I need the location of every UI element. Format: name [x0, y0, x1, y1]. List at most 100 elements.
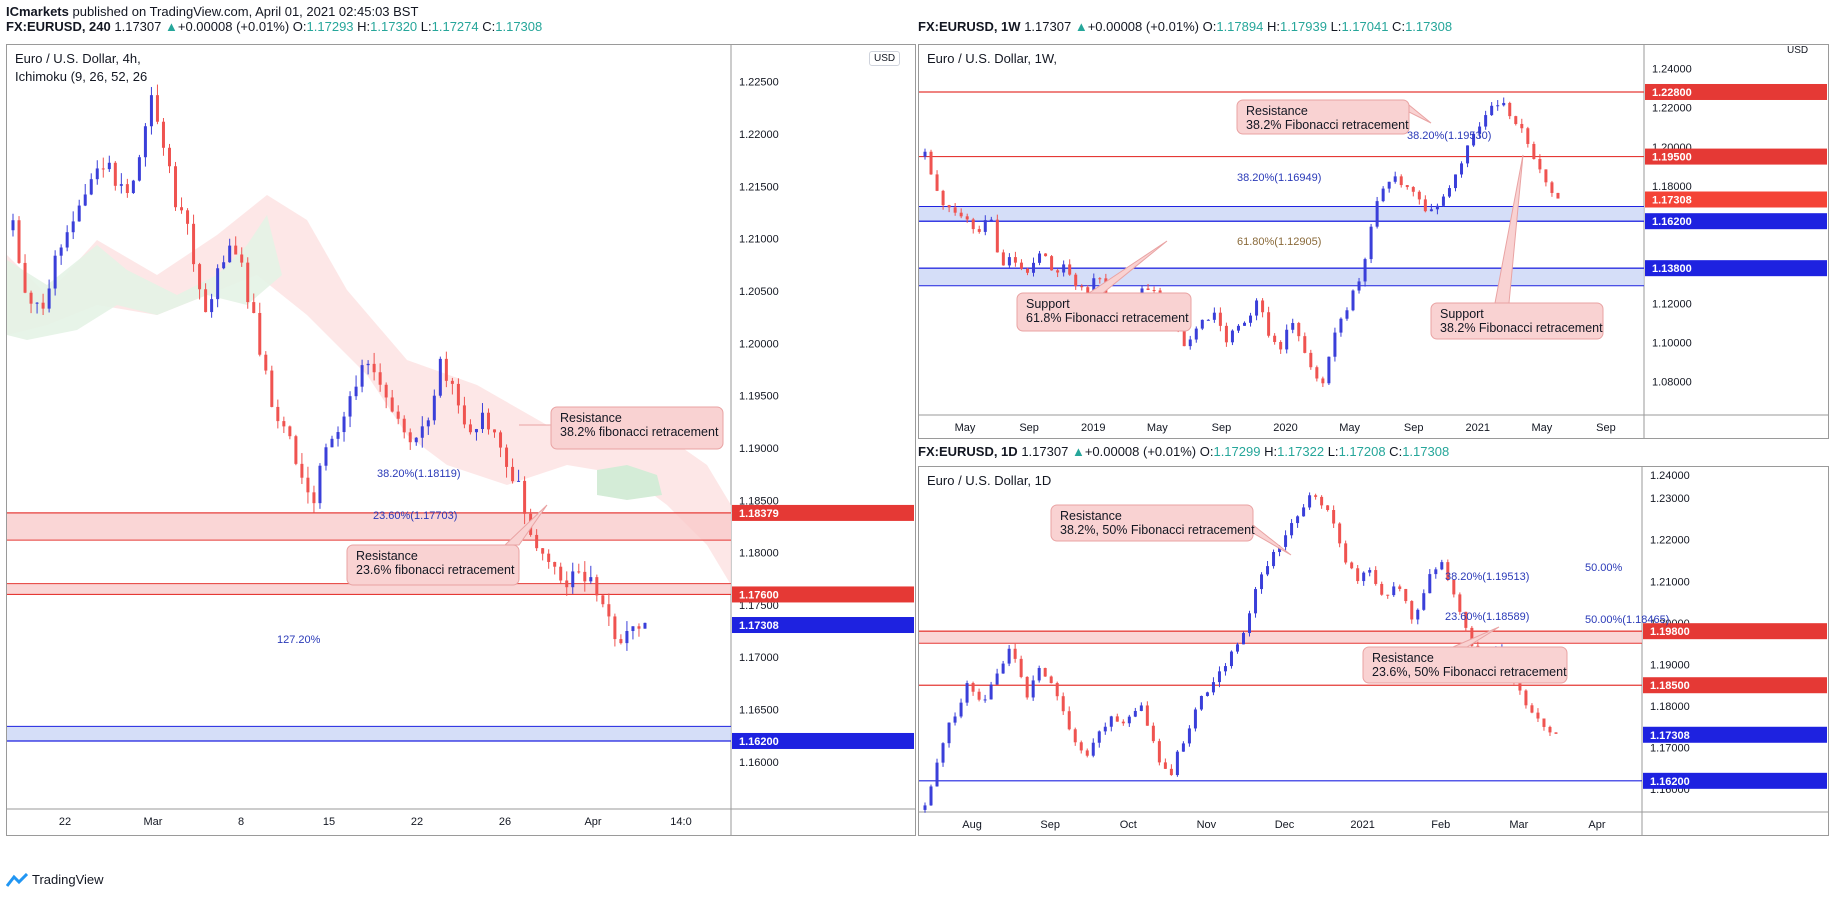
candle-body	[47, 288, 51, 309]
candle-body	[947, 722, 951, 744]
candle-body	[1086, 287, 1090, 296]
candle-body	[1013, 648, 1017, 659]
candle-body	[1296, 516, 1300, 524]
candle-body	[444, 358, 448, 381]
candle-body	[619, 639, 623, 644]
candle-body	[1121, 721, 1125, 724]
x-tick-label: Sep	[1040, 819, 1060, 831]
candle-body	[1472, 133, 1476, 146]
candle-body	[941, 743, 945, 763]
candle-body	[330, 438, 334, 448]
candle-body	[1249, 315, 1253, 323]
y-tick-label: 1.19000	[1650, 659, 1690, 671]
chart-svg-h4[interactable]: 1.22500 1.22000 1.21500 1.21000 1.20500 1.200…	[7, 45, 915, 835]
zone-red	[7, 583, 731, 595]
x-tick-label: 8	[238, 816, 244, 828]
price-label: 1.17308	[1650, 730, 1690, 742]
candle-body	[149, 95, 153, 127]
close-value: 1.17308	[495, 19, 543, 34]
candle-body	[1344, 543, 1348, 563]
indicator-label[interactable]: Ichimoku (9, 26, 52, 26	[15, 69, 148, 84]
chart-svg-w1[interactable]: 1.240001.220001.200001.180001.160001.140…	[919, 45, 1828, 438]
candle-body	[1446, 562, 1450, 580]
candle-body	[77, 205, 81, 222]
candle-body	[1502, 102, 1506, 106]
price-label-bg	[732, 617, 914, 634]
candle-body	[1411, 187, 1415, 192]
candle-body	[1434, 569, 1438, 575]
chart-svg-d1[interactable]: 1.230001.220001.210001.200001.190001.180…	[919, 467, 1828, 835]
price-label-bg	[1645, 148, 1827, 165]
candle-body	[1332, 510, 1336, 524]
x-tick-label: Nov	[1197, 819, 1217, 831]
candle-body	[1273, 335, 1277, 342]
candle-body	[288, 426, 292, 437]
candle-body	[995, 673, 999, 685]
candle-body	[1386, 594, 1390, 596]
callout-title: Support	[1440, 307, 1484, 321]
candle-body	[1019, 262, 1023, 269]
candle-body	[1369, 226, 1373, 260]
fib-level-label: 38.20%(1.19530)	[1407, 130, 1491, 142]
chart-panel-d1[interactable]: 1.230001.220001.210001.200001.190001.180…	[918, 466, 1829, 836]
price-label-bg	[1645, 83, 1827, 100]
publish-info: published on TradingView.com, April 01, …	[68, 4, 419, 19]
chart-title: Euro / U.S. Dollar, 4h,	[15, 51, 141, 66]
candle-body	[1127, 716, 1131, 724]
candle-body	[1478, 126, 1482, 134]
tradingview-brand[interactable]: TradingView	[6, 872, 104, 887]
candle-body	[1092, 278, 1096, 296]
y-tick-label: 1.17000	[739, 652, 779, 664]
candle-body	[101, 168, 105, 170]
candle-body	[1194, 328, 1198, 340]
high-value: 1.17322	[1277, 444, 1325, 459]
candle-body	[565, 580, 569, 588]
price-label-bg	[1645, 213, 1827, 230]
candle-body	[601, 595, 605, 605]
x-tick-label: Apr	[584, 816, 601, 828]
candle-body	[589, 577, 593, 582]
price-label: 1.17600	[739, 589, 779, 601]
candle-body	[342, 416, 346, 433]
close-value: 1.17308	[1402, 444, 1450, 459]
candle-body	[583, 571, 587, 582]
price-label-bg	[732, 732, 914, 749]
x-tick-label: 15	[323, 816, 335, 828]
x-tick-label: Sep	[1212, 422, 1232, 434]
candle-body	[1211, 682, 1215, 693]
publisher-name[interactable]: ICmarkets	[6, 4, 69, 19]
candle-body	[1441, 196, 1445, 206]
candle-body	[1405, 185, 1409, 188]
candle-body	[1556, 192, 1560, 199]
candle-body	[1255, 300, 1259, 316]
y-tick-label: 1.19000	[739, 443, 779, 455]
candle-body	[294, 436, 298, 464]
candle-body	[1115, 716, 1119, 722]
candle-body	[426, 420, 430, 427]
candle-body	[1321, 378, 1325, 384]
candle-body	[1320, 496, 1324, 506]
chart-panel-w1[interactable]: 1.240001.220001.200001.180001.160001.140…	[918, 44, 1829, 439]
up-arrow-icon: ▲	[165, 19, 178, 34]
low-value: 1.17041	[1341, 19, 1389, 34]
candle-body	[71, 221, 75, 233]
y-tick-label: 1.19500	[739, 391, 779, 403]
zone-red	[919, 631, 1642, 644]
candle-body	[1514, 116, 1518, 124]
candle-body	[559, 566, 563, 581]
chart-panel-h4[interactable]: 1.22500 1.22000 1.21500 1.21000 1.20500 1.200…	[6, 44, 916, 836]
candle-body	[258, 312, 262, 355]
candle-body	[17, 220, 21, 263]
candle-body	[1362, 572, 1366, 582]
currency-badge[interactable]: USD	[869, 51, 901, 66]
candle-body	[1261, 300, 1265, 313]
x-tick-label: Mar	[144, 816, 163, 828]
candle-body	[1133, 710, 1137, 717]
fib-level-label: 23.60%(1.18589)	[1445, 611, 1529, 623]
candle-body	[41, 302, 45, 309]
candle-body	[131, 180, 135, 194]
candle-body	[1218, 312, 1222, 326]
candle-body	[1230, 330, 1234, 343]
candle-body	[1098, 278, 1102, 280]
candle-body	[1484, 115, 1488, 127]
